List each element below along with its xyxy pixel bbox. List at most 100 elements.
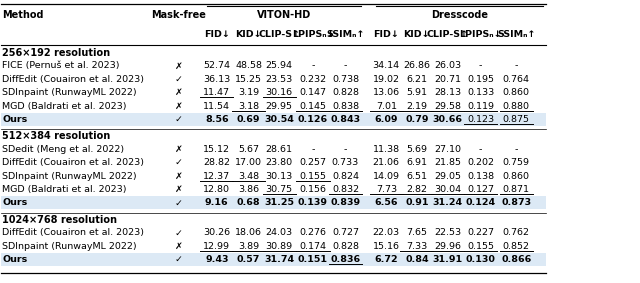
Text: 48.58: 48.58 <box>235 61 262 70</box>
Text: 30.66: 30.66 <box>433 115 463 124</box>
Text: 3.86: 3.86 <box>238 185 259 194</box>
Text: ✓: ✓ <box>175 75 182 84</box>
Text: -: - <box>515 145 518 154</box>
Text: ✓: ✓ <box>175 255 182 264</box>
Text: DiffEdit (Couairon et al. 2023): DiffEdit (Couairon et al. 2023) <box>2 158 144 167</box>
Text: 0.227: 0.227 <box>467 228 494 237</box>
Text: 0.91: 0.91 <box>405 198 429 207</box>
Text: SDInpaint (RunwayML 2022): SDInpaint (RunwayML 2022) <box>2 88 137 97</box>
Text: 0.68: 0.68 <box>237 198 260 207</box>
Text: 5.69: 5.69 <box>406 145 428 154</box>
Text: 0.151: 0.151 <box>298 255 328 264</box>
Text: 30.13: 30.13 <box>266 172 293 181</box>
Text: 26.86: 26.86 <box>403 61 430 70</box>
Text: 27.10: 27.10 <box>434 145 461 154</box>
Text: ✓: ✓ <box>175 115 182 124</box>
Text: 21.06: 21.06 <box>372 158 400 167</box>
Text: 0.828: 0.828 <box>332 242 359 251</box>
Text: -: - <box>479 145 483 154</box>
Text: 30.54: 30.54 <box>264 115 294 124</box>
Bar <box>1 196 546 209</box>
Text: MGD (Baldrati et al. 2023): MGD (Baldrati et al. 2023) <box>2 102 127 111</box>
Text: 0.155: 0.155 <box>467 242 494 251</box>
Text: 0.880: 0.880 <box>503 102 530 111</box>
Text: 0.84: 0.84 <box>405 255 429 264</box>
Text: 28.13: 28.13 <box>434 88 461 97</box>
Text: 6.91: 6.91 <box>406 158 428 167</box>
Text: 30.16: 30.16 <box>266 88 292 97</box>
Text: 0.860: 0.860 <box>503 172 530 181</box>
Text: 20.71: 20.71 <box>434 75 461 84</box>
Text: ✗: ✗ <box>175 102 182 111</box>
Text: 512×384 resolution: 512×384 resolution <box>2 131 110 141</box>
Text: ✓: ✓ <box>175 198 182 207</box>
Text: 17.00: 17.00 <box>235 158 262 167</box>
Text: 31.24: 31.24 <box>433 198 463 207</box>
Text: ✗: ✗ <box>175 145 182 154</box>
Text: 7.65: 7.65 <box>406 228 428 237</box>
Text: 0.79: 0.79 <box>405 115 429 124</box>
Text: 34.14: 34.14 <box>372 61 400 70</box>
Text: 30.89: 30.89 <box>266 242 292 251</box>
Text: DiffEdit (Couairon et al. 2023): DiffEdit (Couairon et al. 2023) <box>2 75 144 84</box>
Text: 3.18: 3.18 <box>238 102 259 111</box>
Text: 11.38: 11.38 <box>372 145 400 154</box>
Text: 29.95: 29.95 <box>266 102 292 111</box>
Text: 0.828: 0.828 <box>332 88 359 97</box>
Text: 0.860: 0.860 <box>503 88 530 97</box>
Text: ✗: ✗ <box>175 61 182 70</box>
Text: -: - <box>479 61 483 70</box>
Text: 12.99: 12.99 <box>204 242 230 251</box>
Text: 0.852: 0.852 <box>503 242 530 251</box>
Text: 0.727: 0.727 <box>332 228 359 237</box>
Text: 0.836: 0.836 <box>330 255 360 264</box>
Text: 30.26: 30.26 <box>204 228 230 237</box>
Text: 30.04: 30.04 <box>434 185 461 194</box>
Text: ✗: ✗ <box>175 172 182 181</box>
Text: 0.202: 0.202 <box>467 158 494 167</box>
Text: 8.56: 8.56 <box>205 115 228 124</box>
Text: 0.871: 0.871 <box>503 185 530 194</box>
Text: SSIMₙ↑: SSIMₙ↑ <box>497 30 536 39</box>
Text: 2.82: 2.82 <box>406 185 428 194</box>
Text: LPIPSₙ↓: LPIPSₙ↓ <box>292 30 334 39</box>
Text: 29.58: 29.58 <box>434 102 461 111</box>
Text: 0.866: 0.866 <box>501 255 531 264</box>
Text: 11.54: 11.54 <box>204 102 230 111</box>
Text: 0.875: 0.875 <box>503 115 530 124</box>
Text: SDInpaint (RunwayML 2022): SDInpaint (RunwayML 2022) <box>2 242 137 251</box>
Text: ✓: ✓ <box>175 158 182 167</box>
Text: 6.72: 6.72 <box>374 255 398 264</box>
Text: 0.764: 0.764 <box>503 75 530 84</box>
Text: 3.48: 3.48 <box>238 172 259 181</box>
Text: 5.67: 5.67 <box>238 145 259 154</box>
Text: CLIP-S↑: CLIP-S↑ <box>426 30 468 39</box>
Text: 15.12: 15.12 <box>204 145 230 154</box>
Text: 31.74: 31.74 <box>264 255 294 264</box>
Text: 28.61: 28.61 <box>266 145 292 154</box>
Text: 0.257: 0.257 <box>300 158 326 167</box>
Text: 0.138: 0.138 <box>467 172 494 181</box>
Text: LPIPSₙ↓: LPIPSₙ↓ <box>460 30 502 39</box>
Text: 28.82: 28.82 <box>204 158 230 167</box>
Text: 0.738: 0.738 <box>332 75 359 84</box>
Text: 12.80: 12.80 <box>204 185 230 194</box>
Text: 0.824: 0.824 <box>332 172 359 181</box>
Text: 25.94: 25.94 <box>266 61 292 70</box>
Text: 0.119: 0.119 <box>467 102 494 111</box>
Text: 31.91: 31.91 <box>433 255 463 264</box>
Text: DiffEdit (Couairon et al. 2023): DiffEdit (Couairon et al. 2023) <box>2 228 144 237</box>
Text: 23.80: 23.80 <box>266 158 292 167</box>
Text: 256×192 resolution: 256×192 resolution <box>2 48 110 58</box>
Text: 0.130: 0.130 <box>466 255 495 264</box>
Text: 12.37: 12.37 <box>204 172 230 181</box>
Text: 0.759: 0.759 <box>503 158 530 167</box>
Text: 0.69: 0.69 <box>237 115 260 124</box>
Text: FICE (Pernuš et al. 2023): FICE (Pernuš et al. 2023) <box>2 61 120 70</box>
Text: 0.873: 0.873 <box>501 198 531 207</box>
Text: 0.155: 0.155 <box>300 172 326 181</box>
Text: 0.733: 0.733 <box>332 158 359 167</box>
Text: 36.13: 36.13 <box>203 75 230 84</box>
Text: Ours: Ours <box>2 255 28 264</box>
Text: 0.124: 0.124 <box>465 198 495 207</box>
